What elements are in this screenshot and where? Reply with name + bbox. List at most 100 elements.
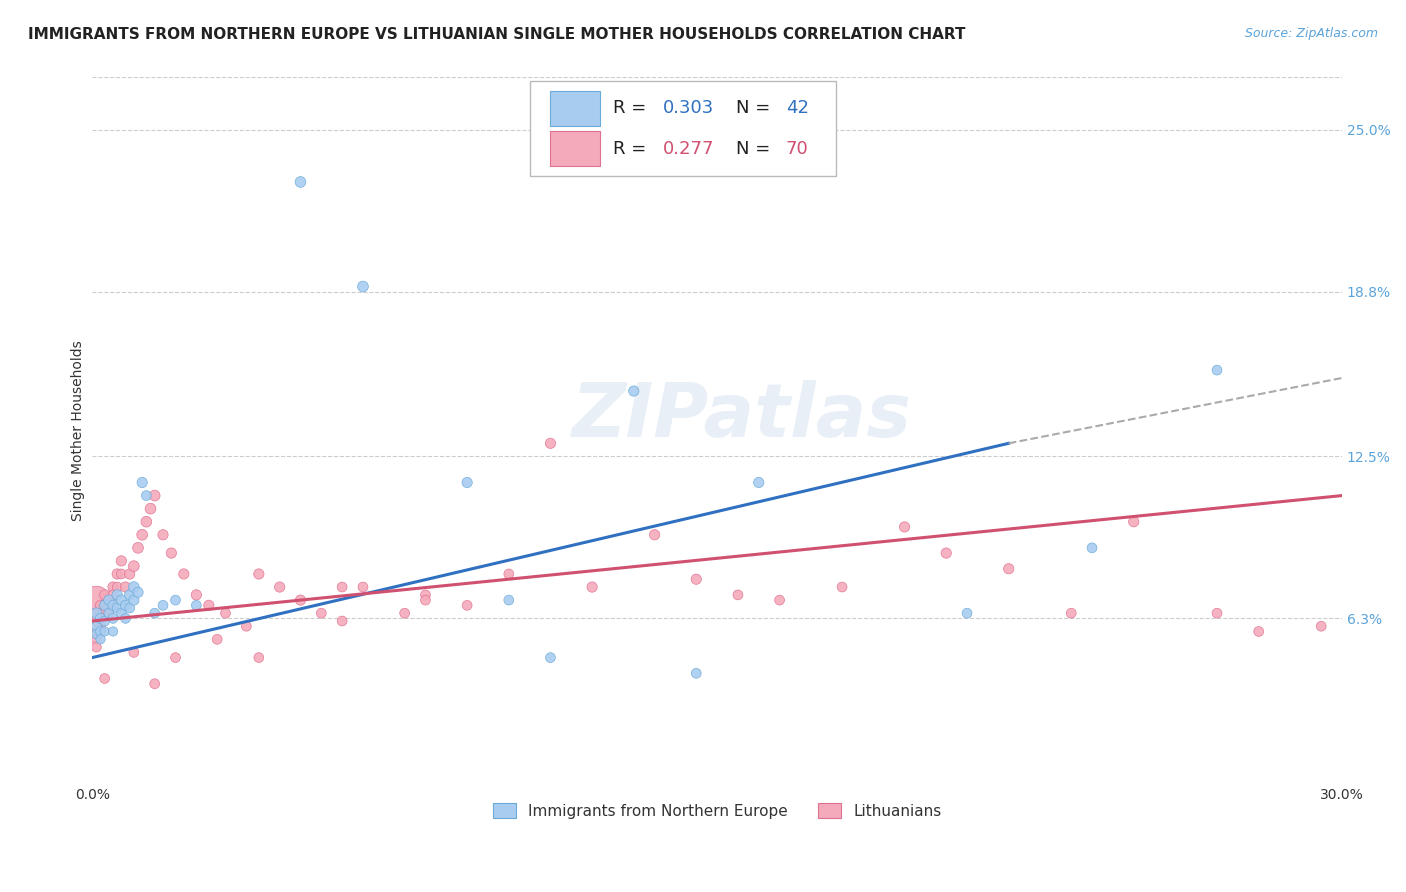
Point (748, 475, 770, 490)
Point (93, 588, 115, 602)
Y-axis label: Single Mother Households: Single Mother Households (72, 340, 86, 521)
Text: N =: N = (735, 100, 776, 118)
Point (110, 606, 132, 620)
Point (235, 619, 257, 633)
Point (97, 606, 120, 620)
Point (352, 279, 374, 293)
Point (143, 606, 166, 620)
Point (127, 585, 149, 599)
Legend: Immigrants from Northern Europe, Lithuanians: Immigrants from Northern Europe, Lithuan… (486, 797, 948, 825)
Point (118, 566, 141, 581)
Point (86, 632, 108, 647)
Point (997, 562, 1019, 576)
Point (122, 645, 145, 659)
Point (86, 619, 108, 633)
Point (105, 588, 128, 602)
Point (540, 436, 562, 450)
Text: N =: N = (735, 140, 776, 158)
Point (101, 611, 124, 625)
Point (86, 614, 108, 628)
Point (623, 384, 645, 398)
Point (93, 614, 115, 628)
Point (89, 606, 111, 620)
Point (935, 546, 957, 560)
Point (311, 606, 333, 620)
Point (143, 677, 166, 691)
Point (86, 606, 108, 620)
Point (105, 601, 128, 615)
Point (685, 666, 707, 681)
Text: 0.303: 0.303 (664, 100, 714, 118)
Point (1206, 363, 1229, 377)
Point (644, 528, 666, 542)
Point (110, 566, 132, 581)
FancyBboxPatch shape (550, 91, 599, 126)
Point (685, 572, 707, 586)
Point (110, 554, 132, 568)
Point (330, 614, 353, 628)
Point (956, 606, 979, 620)
Point (165, 650, 187, 665)
Text: R =: R = (613, 140, 652, 158)
Point (93, 672, 115, 686)
Point (205, 632, 228, 647)
Point (93, 599, 115, 613)
Point (1247, 624, 1270, 639)
Point (89, 624, 111, 639)
Point (269, 580, 291, 594)
Point (290, 175, 312, 189)
Point (89, 632, 111, 647)
Point (86, 627, 108, 641)
Text: 0.277: 0.277 (664, 140, 714, 158)
Point (415, 588, 437, 602)
Point (89, 624, 111, 639)
Point (456, 599, 478, 613)
Text: Source: ZipAtlas.com: Source: ZipAtlas.com (1244, 27, 1378, 40)
Text: 70: 70 (786, 140, 808, 158)
Point (86, 640, 108, 655)
Point (131, 528, 153, 542)
Point (101, 599, 124, 613)
Point (415, 593, 437, 607)
Point (247, 650, 270, 665)
Point (135, 515, 157, 529)
Point (247, 566, 270, 581)
Point (186, 599, 208, 613)
Point (127, 541, 149, 555)
Point (118, 588, 141, 602)
Point (105, 566, 128, 581)
Point (93, 624, 115, 639)
Point (143, 489, 166, 503)
Point (160, 546, 183, 560)
Point (152, 599, 174, 613)
Point (89, 619, 111, 633)
Point (114, 580, 136, 594)
Point (114, 611, 136, 625)
Point (831, 580, 853, 594)
Point (93, 606, 115, 620)
Point (122, 593, 145, 607)
Point (139, 501, 162, 516)
Point (1122, 515, 1144, 529)
Point (89, 611, 111, 625)
Point (198, 599, 221, 613)
Point (581, 580, 603, 594)
Text: R =: R = (613, 100, 652, 118)
Point (101, 599, 124, 613)
Point (86, 606, 108, 620)
Point (1060, 606, 1083, 620)
Point (93, 599, 115, 613)
Point (1206, 606, 1229, 620)
Point (173, 566, 195, 581)
Point (727, 588, 749, 602)
Point (214, 606, 236, 620)
Point (186, 588, 208, 602)
Point (498, 566, 520, 581)
Point (152, 528, 174, 542)
Point (86, 593, 108, 607)
Point (97, 606, 120, 620)
Point (114, 599, 136, 613)
Point (101, 588, 124, 602)
FancyBboxPatch shape (550, 131, 599, 166)
Point (893, 520, 915, 534)
